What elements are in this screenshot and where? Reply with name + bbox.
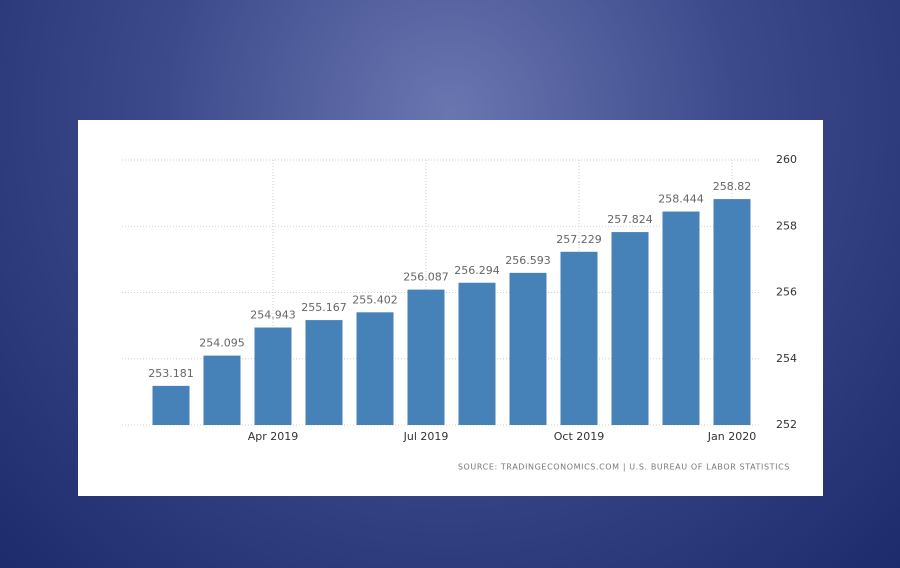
bar [509, 272, 547, 425]
data-label: 255.167 [301, 301, 347, 314]
bar [152, 385, 190, 425]
x-tick-label: Jan 2020 [707, 430, 756, 443]
y-tick-label: 252 [776, 418, 797, 431]
bar [407, 289, 445, 425]
data-label: 254.095 [199, 337, 245, 350]
bar [560, 251, 598, 425]
data-label: 256.294 [454, 264, 500, 277]
source: SOURCE: TRADINGECONOMICS.COM | U.S. BURE… [458, 463, 790, 472]
bar [662, 211, 700, 425]
bar [458, 282, 496, 425]
data-label: 256.087 [403, 271, 449, 284]
bar [356, 312, 394, 425]
bar [305, 320, 343, 425]
bar [254, 327, 292, 425]
x-tick-label: Apr 2019 [248, 430, 299, 443]
bar [713, 199, 751, 425]
y-tick-label: 254 [776, 352, 797, 365]
y-tick-label: 256 [776, 286, 797, 299]
data-label: 258.82 [713, 180, 752, 193]
data-label: 257.229 [556, 233, 602, 246]
data-label: 258.444 [658, 193, 704, 206]
data-label: 256.593 [505, 254, 551, 267]
x-tick-label: Jul 2019 [403, 430, 449, 443]
bar [611, 232, 649, 425]
bar [203, 355, 241, 425]
y-tick-label: 258 [776, 219, 797, 232]
y-tick-label: 260 [776, 153, 797, 166]
data-label: 257.824 [607, 213, 653, 226]
data-label: 253.181 [148, 367, 194, 380]
data-label: 255.402 [352, 293, 398, 306]
x-tick-label: Oct 2019 [554, 430, 605, 443]
data-label: 254.943 [250, 309, 296, 322]
